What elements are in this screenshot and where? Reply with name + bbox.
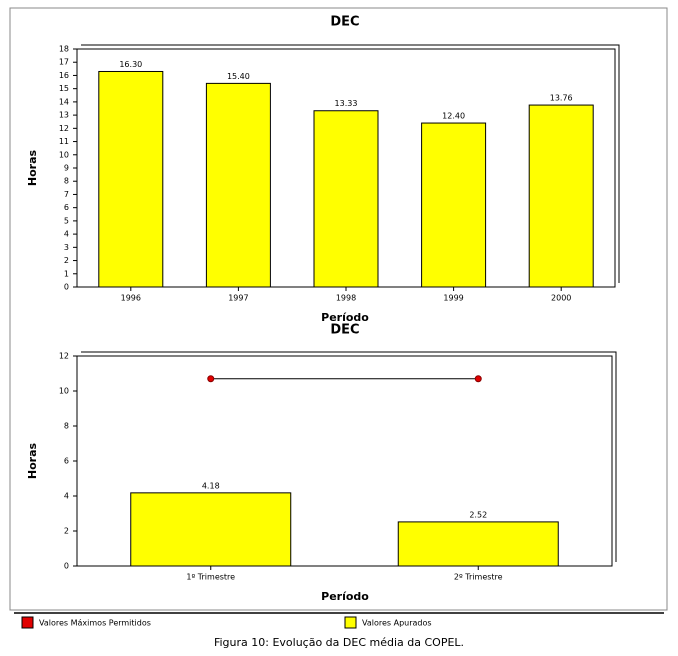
y-tick-label: 3 xyxy=(64,243,69,252)
plot-shadow xyxy=(81,351,617,562)
bar xyxy=(130,492,292,567)
x-tick-label: 2º Trimestre xyxy=(454,573,503,582)
y-tick-label: 12 xyxy=(59,124,69,133)
y-tick-label: 13 xyxy=(59,111,69,120)
y-tick-label: 15 xyxy=(59,84,69,93)
x-tick-label: 1999 xyxy=(443,294,463,303)
bar xyxy=(421,122,487,288)
caption: Figura 10: Evolução da DEC média da COPE… xyxy=(214,636,464,649)
y-tick-label: 4 xyxy=(64,230,69,239)
y-tick-label: 11 xyxy=(59,137,69,146)
line-point xyxy=(474,375,482,383)
bar xyxy=(98,70,164,288)
y-tick-label: 8 xyxy=(64,422,69,431)
y-tick-label: 10 xyxy=(59,150,69,159)
y-tick-label: 18 xyxy=(59,45,69,54)
x-tick-label: 1997 xyxy=(228,294,248,303)
y-axis-title: Horas xyxy=(26,442,39,479)
legend-swatch xyxy=(344,616,357,629)
plot-shadow xyxy=(81,44,620,283)
y-tick-label: 5 xyxy=(64,216,69,225)
x-axis-title: Período xyxy=(321,590,369,603)
value-label: 2.52 xyxy=(469,510,487,519)
y-tick-label: 9 xyxy=(64,164,69,173)
x-tick-label: 2000 xyxy=(551,294,571,303)
chart-title: DEC xyxy=(330,323,359,338)
legend-label: Valores Máximos Permitidos xyxy=(39,619,151,628)
y-tick-label: 8 xyxy=(64,177,69,186)
y-tick-label: 2 xyxy=(64,256,69,265)
y-tick-label: 6 xyxy=(64,457,69,466)
chart-title: DEC xyxy=(330,15,359,30)
y-tick-label: 4 xyxy=(64,492,69,501)
y-tick-label: 10 xyxy=(59,387,69,396)
y-tick-label: 6 xyxy=(64,203,69,212)
x-axis-title: Período xyxy=(321,311,369,324)
legend-label: Valores Apurados xyxy=(362,619,432,628)
value-label: 4.18 xyxy=(202,481,220,490)
x-tick-label: 1998 xyxy=(336,294,356,303)
y-axis-title: Horas xyxy=(26,149,39,186)
y-tick-label: 12 xyxy=(59,352,69,361)
bar xyxy=(313,110,379,288)
value-label: 13.33 xyxy=(335,99,358,108)
y-tick-label: 1 xyxy=(64,269,69,278)
y-tick-label: 17 xyxy=(59,58,69,67)
value-label: 16.30 xyxy=(119,60,142,69)
x-tick-label: 1996 xyxy=(121,294,141,303)
y-tick-label: 0 xyxy=(64,283,69,292)
value-label: 15.40 xyxy=(227,72,250,81)
y-tick-label: 7 xyxy=(64,190,69,199)
y-tick-label: 0 xyxy=(64,562,69,571)
line-point xyxy=(207,375,215,383)
bar xyxy=(528,104,594,288)
y-tick-label: 14 xyxy=(59,97,69,106)
legend-swatch xyxy=(21,616,34,629)
x-tick-label: 1º Trimestre xyxy=(186,573,235,582)
value-label: 13.76 xyxy=(550,94,573,103)
bar xyxy=(205,82,271,288)
y-tick-label: 2 xyxy=(64,527,69,536)
y-tick-label: 16 xyxy=(59,71,69,80)
bar xyxy=(397,521,559,567)
value-label: 12.40 xyxy=(442,112,465,121)
